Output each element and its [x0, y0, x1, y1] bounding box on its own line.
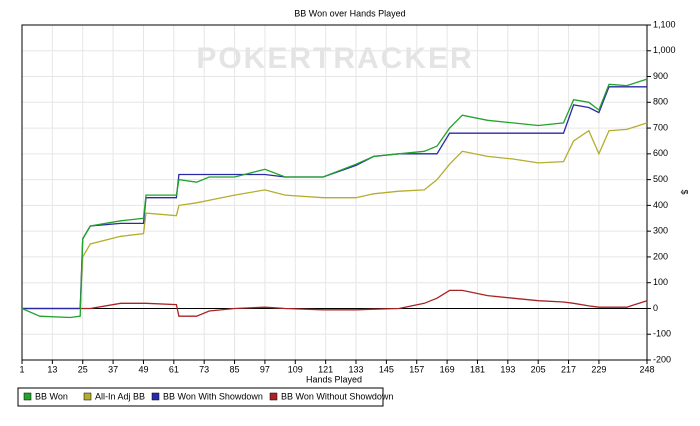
x-tick-label: 25 — [78, 364, 88, 374]
x-tick-label: 145 — [379, 364, 394, 374]
x-tick-label: 85 — [230, 364, 240, 374]
x-tick-label: 217 — [561, 364, 576, 374]
y-axis-label: $ — [680, 189, 690, 194]
legend-label: BB Won With Showdown — [163, 391, 263, 401]
series-line — [22, 289, 648, 317]
legend-swatch — [151, 392, 160, 401]
legend-swatch — [83, 392, 92, 401]
x-tick-label: 1 — [19, 364, 24, 374]
x-tick-label: 109 — [288, 364, 303, 374]
watermark: POKERTRACKER — [196, 42, 473, 75]
legend-label: All-In Adj BB — [95, 391, 145, 401]
y-tick-label: 900 — [653, 71, 668, 81]
x-tick-label: 13 — [47, 364, 57, 374]
x-tick-label: 121 — [318, 364, 333, 374]
y-tick-label: -200 — [653, 354, 671, 364]
y-tick-label: 200 — [653, 251, 668, 261]
x-tick-label: 205 — [531, 364, 546, 374]
x-tick-label: 157 — [409, 364, 424, 374]
legend-label: BB Won Without Showdown — [281, 391, 393, 401]
legend — [17, 387, 384, 407]
x-tick-label: 181 — [470, 364, 485, 374]
y-tick-label: 700 — [653, 122, 668, 132]
x-axis-label: Hands Played — [306, 374, 362, 384]
series-line — [21, 78, 648, 319]
x-tick-label: 248 — [639, 364, 654, 374]
x-tick-label: 169 — [440, 364, 455, 374]
x-tick-label: 229 — [591, 364, 606, 374]
legend-swatch — [23, 392, 32, 401]
x-tick-label: 49 — [138, 364, 148, 374]
x-tick-label: 133 — [348, 364, 363, 374]
plot-frame — [21, 24, 648, 361]
y-tick-label: 1,100 — [653, 19, 676, 29]
legend-swatch — [269, 392, 278, 401]
y-tick-label: 400 — [653, 200, 668, 210]
x-tick-label: 193 — [500, 364, 515, 374]
y-tick-label: 600 — [653, 148, 668, 158]
y-tick-label: 0 — [653, 303, 658, 313]
x-tick-label: 97 — [260, 364, 270, 374]
y-tick-label: 100 — [653, 277, 668, 287]
y-tick-label: 500 — [653, 174, 668, 184]
x-tick-label: 61 — [169, 364, 179, 374]
x-tick-label: 73 — [199, 364, 209, 374]
x-tick-label: 37 — [108, 364, 118, 374]
chart-title: BB Won over Hands Played — [294, 8, 405, 18]
y-tick-label: -100 — [653, 329, 671, 339]
legend-label: BB Won — [35, 391, 68, 401]
series-line — [22, 122, 648, 310]
y-tick-label: 300 — [653, 226, 668, 236]
y-tick-label: 800 — [653, 97, 668, 107]
y-tick-label: 1,000 — [653, 45, 676, 55]
